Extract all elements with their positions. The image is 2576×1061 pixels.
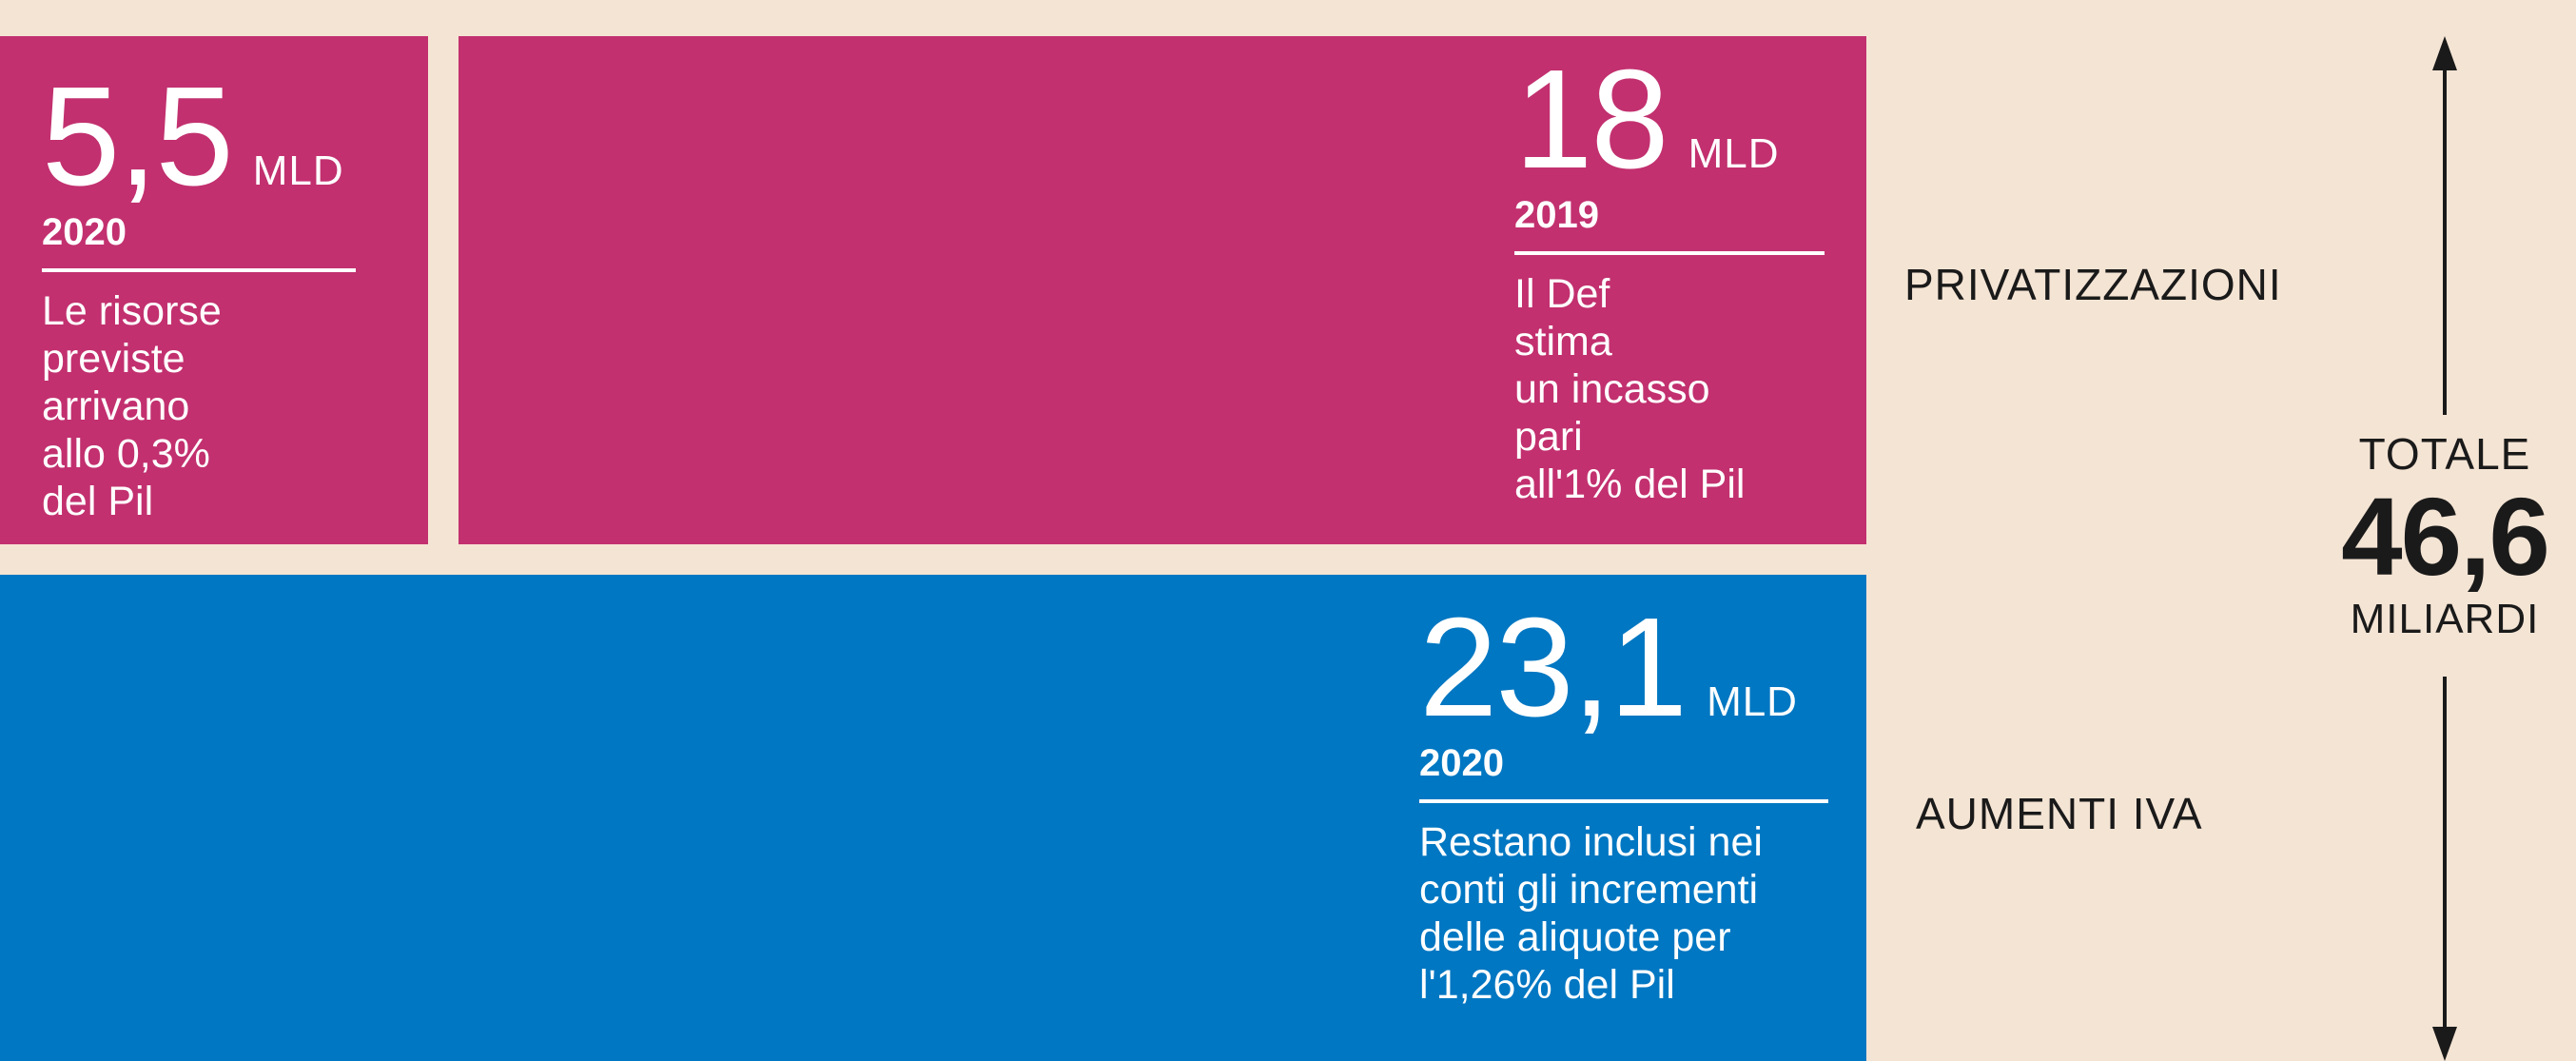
value-label: 5,5	[42, 58, 234, 215]
category-label-aumenti-iva: AUMENTI IVA	[1916, 789, 2203, 838]
note-text: Restano inclusi nei conti gli incrementi…	[1419, 819, 1763, 1008]
value-label: 23,1	[1419, 589, 1688, 746]
unit-label: MLD	[1688, 130, 1780, 177]
total-label: TOTALE	[2358, 429, 2531, 479]
double-headed-vertical-arrow-icon	[2432, 36, 2457, 1061]
year-label: 2020	[42, 211, 127, 253]
bar-privatizzazioni-2019	[459, 36, 1866, 544]
note-text: Il Def stima un incasso pari all'1% del …	[1514, 271, 1746, 507]
total-unit: MILIARDI	[2350, 595, 2540, 642]
year-label: 2020	[1419, 742, 1504, 784]
unit-label: MLD	[252, 147, 344, 194]
bar-aumenti-iva-2020	[0, 575, 1866, 1061]
year-label: 2019	[1514, 194, 1599, 236]
divider	[42, 268, 356, 272]
value-label: 18	[1514, 41, 1669, 198]
divider	[1419, 799, 1828, 803]
total-block: TOTALE 46,6 MILIARDI	[2321, 428, 2568, 643]
divider	[1514, 251, 1825, 255]
category-label-privatizzazioni: PRIVATIZZAZIONI	[1904, 260, 2282, 309]
bar-privatizzazioni-2020	[0, 36, 428, 544]
label-privatizzazioni-2019: 18 MLD 2019 Il Def stima un incasso pari…	[1514, 49, 1825, 508]
unit-label: MLD	[1707, 678, 1798, 725]
label-aumenti-iva-2020: 23,1 MLD 2020 Restano inclusi nei conti …	[1419, 598, 1828, 1009]
label-privatizzazioni-2020: 5,5 MLD 2020 Le risorse previste arrivan…	[42, 67, 356, 525]
note-text: Le risorse previste arrivano allo 0,3% d…	[42, 288, 222, 524]
total-value: 46,6	[2341, 475, 2550, 599]
